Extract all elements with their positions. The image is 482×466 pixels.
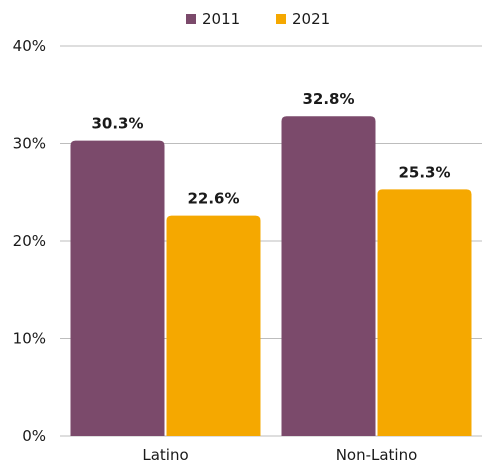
bar-non-latino-2011: [281, 116, 376, 436]
legend-label: 2021: [292, 10, 330, 28]
legend-swatch-2011: [186, 14, 196, 24]
bars: [70, 116, 472, 436]
data-label: 25.3%: [398, 163, 450, 181]
bar-latino-2021: [166, 215, 261, 436]
data-labels: 30.3% 22.6% 32.8% 25.3%: [91, 90, 450, 207]
x-category-label: Latino: [142, 446, 188, 464]
bar-latino-2011: [70, 140, 165, 436]
y-tick-label: 0%: [22, 427, 46, 445]
y-tick-label: 30%: [13, 135, 46, 153]
y-axis-ticks: 0% 10% 20% 30% 40%: [13, 37, 46, 445]
y-tick-label: 10%: [13, 330, 46, 348]
data-label: 22.6%: [187, 190, 239, 208]
y-tick-label: 20%: [13, 232, 46, 250]
x-axis-categories: Latino Non-Latino: [142, 446, 417, 464]
y-tick-label: 40%: [13, 37, 46, 55]
x-category-label: Non-Latino: [336, 446, 418, 464]
legend-label: 2011: [202, 10, 240, 28]
data-label: 32.8%: [302, 90, 354, 108]
legend: 2011 2021: [186, 10, 330, 28]
legend-swatch-2021: [276, 14, 286, 24]
bar-non-latino-2021: [377, 189, 472, 436]
data-label: 30.3%: [91, 115, 143, 133]
